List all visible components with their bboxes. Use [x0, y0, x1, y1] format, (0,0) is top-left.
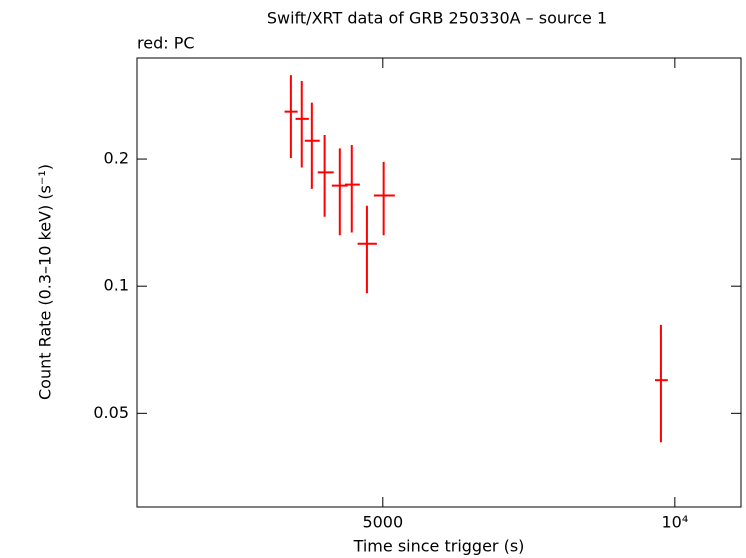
plot-frame: [136, 57, 742, 508]
chart-title: Swift/XRT data of GRB 250330A – source 1: [267, 9, 607, 28]
y-tick-label: 0.2: [104, 149, 129, 168]
x-tick-label: 5000: [362, 513, 403, 532]
x-tick-label: 10⁴: [661, 513, 688, 532]
chart-subtitle: red: PC: [137, 34, 195, 53]
y-tick-label: 0.1: [104, 276, 129, 295]
y-axis-label: Count Rate (0.3–10 keV) (s⁻¹): [36, 164, 55, 400]
y-tick-label: 0.05: [93, 403, 129, 422]
x-axis-label: Time since trigger (s): [353, 537, 525, 556]
